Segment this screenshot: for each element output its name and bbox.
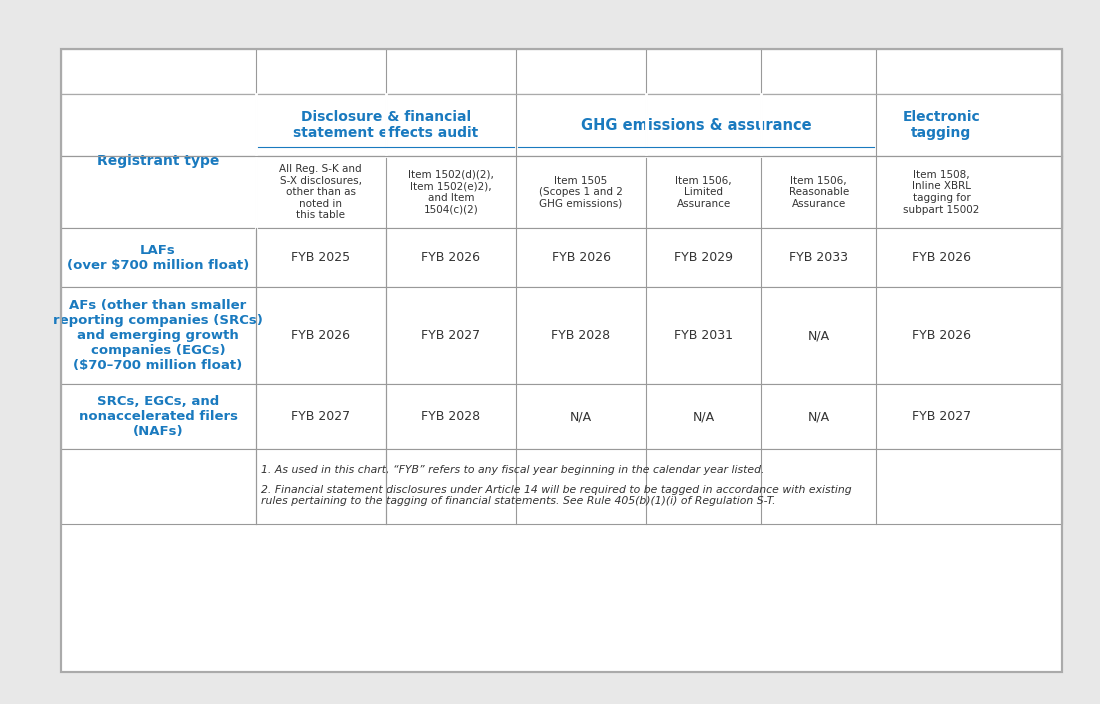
Text: GHG emissions & assurance: GHG emissions & assurance <box>581 118 812 133</box>
Text: FYB 2031: FYB 2031 <box>674 329 733 342</box>
Text: Electronic
tagging: Electronic tagging <box>902 111 980 140</box>
Text: Registrant type: Registrant type <box>97 154 219 168</box>
Text: Item 1505
(Scopes 1 and 2
GHG emissions): Item 1505 (Scopes 1 and 2 GHG emissions) <box>539 176 623 209</box>
Bar <box>60 49 1062 672</box>
Text: FYB 2026: FYB 2026 <box>551 251 611 264</box>
Bar <box>60 287 1062 384</box>
Text: Item 1506,
Limited
Assurance: Item 1506, Limited Assurance <box>675 176 732 209</box>
Text: FYB 2026: FYB 2026 <box>421 251 481 264</box>
Text: FYB 2028: FYB 2028 <box>551 329 611 342</box>
Bar <box>60 156 1062 228</box>
Text: All Reg. S-K and
S-X disclosures,
other than as
noted in
this table: All Reg. S-K and S-X disclosures, other … <box>279 164 362 220</box>
Bar <box>60 449 1062 524</box>
Bar <box>60 156 1062 228</box>
Bar <box>60 384 1062 449</box>
Text: N/A: N/A <box>807 329 829 342</box>
Bar <box>60 49 1062 94</box>
Text: 2. Financial statement disclosures under Article 14 will be required to be tagge: 2. Financial statement disclosures under… <box>261 485 851 506</box>
Text: FYB 2033: FYB 2033 <box>790 251 848 264</box>
Bar <box>60 49 1062 672</box>
Text: SRCs, EGCs, and
nonaccelerated filers
(NAFs): SRCs, EGCs, and nonaccelerated filers (N… <box>78 395 238 438</box>
Text: FYB 2027: FYB 2027 <box>912 410 971 423</box>
Bar <box>60 94 1062 156</box>
Text: Final rules: Compliance dates: Final rules: Compliance dates <box>73 62 386 81</box>
Text: FYB 2029: FYB 2029 <box>674 251 733 264</box>
Text: LAFs
(over $700 million float): LAFs (over $700 million float) <box>67 244 250 272</box>
Text: N/A: N/A <box>570 410 592 423</box>
Text: Item 1508,
Inline XBRL
tagging for
subpart 15002: Item 1508, Inline XBRL tagging for subpa… <box>903 170 980 215</box>
Bar <box>60 228 1062 287</box>
Text: Item 1506,
Reasonable
Assurance: Item 1506, Reasonable Assurance <box>789 176 849 209</box>
Text: FYB 2026: FYB 2026 <box>292 329 350 342</box>
Text: Disclosure & financial
statement effects audit: Disclosure & financial statement effects… <box>294 111 478 140</box>
Bar <box>60 49 1062 672</box>
Text: FYB 2025: FYB 2025 <box>292 251 350 264</box>
Bar <box>60 94 1062 156</box>
Text: Item 1502(d)(2),
Item 1502(e)2),
and Item
1504(c)(2): Item 1502(d)(2), Item 1502(e)2), and Ite… <box>408 170 494 215</box>
Text: 1. As used in this chart, “FYB” refers to any fiscal year beginning in the calen: 1. As used in this chart, “FYB” refers t… <box>261 465 764 475</box>
Text: FYB 2026: FYB 2026 <box>912 329 971 342</box>
Text: FYB 2028: FYB 2028 <box>421 410 481 423</box>
Text: FYB 2027: FYB 2027 <box>421 329 481 342</box>
Text: FYB 2027: FYB 2027 <box>292 410 350 423</box>
Text: FYB 2026: FYB 2026 <box>912 251 971 264</box>
Text: AFs (other than smaller
reporting companies (SRCs)
and emerging growth
companies: AFs (other than smaller reporting compan… <box>53 299 263 372</box>
Bar <box>60 49 1062 94</box>
Text: N/A: N/A <box>693 410 715 423</box>
Text: N/A: N/A <box>807 410 829 423</box>
